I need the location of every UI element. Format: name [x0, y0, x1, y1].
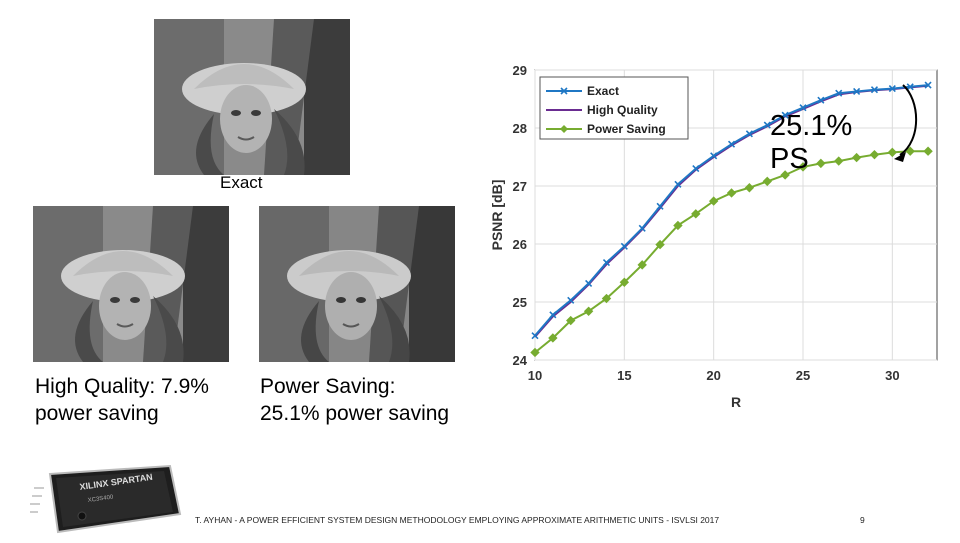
power-saving-point [637, 260, 647, 270]
exact-point [763, 121, 771, 129]
exact-point [602, 258, 611, 267]
annotation-percent: 25.1% [770, 110, 853, 142]
x-tick-label: 20 [706, 368, 720, 383]
exact-point [781, 111, 789, 119]
exact-point [870, 86, 879, 94]
exact-point [888, 84, 896, 93]
x-tick-label: 25 [796, 368, 810, 383]
x-tick-label: 10 [528, 368, 542, 383]
power-saving-caption: Power Saving: 25.1% power saving [260, 375, 450, 425]
exact-point [549, 311, 557, 319]
x-tick-label: 30 [885, 368, 899, 383]
x-axis-label: R [731, 394, 741, 410]
psnr-chart: 10 15 20 25 30 24 25 26 27 28 29 R PSNR [dB] Exact… [489, 63, 938, 410]
power-saving-point [691, 209, 701, 219]
annotation-label: PS [770, 143, 809, 175]
y-tick-label: 29 [513, 63, 527, 78]
exact-point [817, 96, 825, 104]
footer-citation: T. AYHAN - A POWER EFFICIENT SYSTEM DESI… [195, 515, 720, 525]
exact-image [154, 19, 350, 175]
exact-caption: Exact [220, 173, 263, 192]
power-saving-point [673, 220, 683, 231]
power-saving-point [548, 333, 558, 343]
annotation-arrow [894, 84, 918, 162]
high-quality-image [33, 206, 229, 362]
power-saving-annotation: 25.1% PS [770, 110, 852, 176]
exact-point [692, 165, 700, 173]
legend-label-power-saving: Power Saving [587, 122, 666, 136]
exact-point [531, 332, 539, 340]
power-saving-point [601, 293, 612, 304]
exact-point [585, 279, 593, 288]
exact-point [567, 296, 575, 304]
exact-point [906, 83, 914, 91]
high-quality-caption: High Quality: 7.9% power saving [35, 375, 209, 425]
power-saving-point [869, 149, 880, 160]
power-saving-point [923, 146, 933, 156]
power-saving-point [905, 146, 915, 156]
svg-text:XC3S400: XC3S400 [87, 494, 114, 504]
y-tick-label: 28 [513, 121, 527, 136]
power-saving-point [566, 315, 576, 326]
power-saving-point [708, 196, 719, 206]
exact-point [727, 140, 736, 148]
power-saving-point [834, 156, 844, 166]
power-saving-point [851, 152, 862, 163]
legend-label-high-quality: High Quality [587, 103, 658, 117]
page-number: 9 [860, 515, 865, 525]
power-saving-point [780, 170, 790, 180]
x-tick-label: 15 [617, 368, 631, 383]
legend: Exact High Quality Power Saving [539, 76, 689, 140]
exact-point [638, 224, 646, 232]
power-saving-point [887, 147, 898, 158]
y-tick-label: 24 [513, 353, 528, 368]
power-saving-point [619, 277, 630, 287]
exact-point [656, 202, 664, 210]
exact-point [835, 89, 843, 97]
exact-point [620, 242, 628, 250]
power-saving-point [762, 176, 772, 187]
exact-point [710, 152, 718, 160]
exact-point [799, 104, 807, 112]
y-axis-label: PSNR [dB] [489, 180, 505, 251]
power-saving-point [530, 347, 540, 358]
exact-point [853, 87, 861, 96]
fpga-chip-image: XILINX SPARTAN XC3S400 [28, 462, 182, 543]
power-saving-point [744, 183, 755, 193]
power-saving-point [726, 188, 737, 198]
legend-marker-power-saving [560, 125, 568, 133]
exact-point [674, 180, 682, 188]
power-saving-point [798, 162, 808, 172]
y-tick-label: 26 [513, 237, 527, 252]
legend-marker-exact [560, 87, 568, 95]
legend-label-exact: Exact [587, 84, 619, 98]
power-saving-point [583, 306, 594, 316]
power-saving-point [816, 158, 826, 169]
exact-point [745, 130, 753, 138]
y-tick-label: 25 [513, 295, 527, 310]
exact-point [924, 81, 932, 89]
power-saving-image [259, 206, 455, 362]
y-tick-label: 27 [513, 179, 527, 194]
power-saving-point [655, 239, 665, 250]
